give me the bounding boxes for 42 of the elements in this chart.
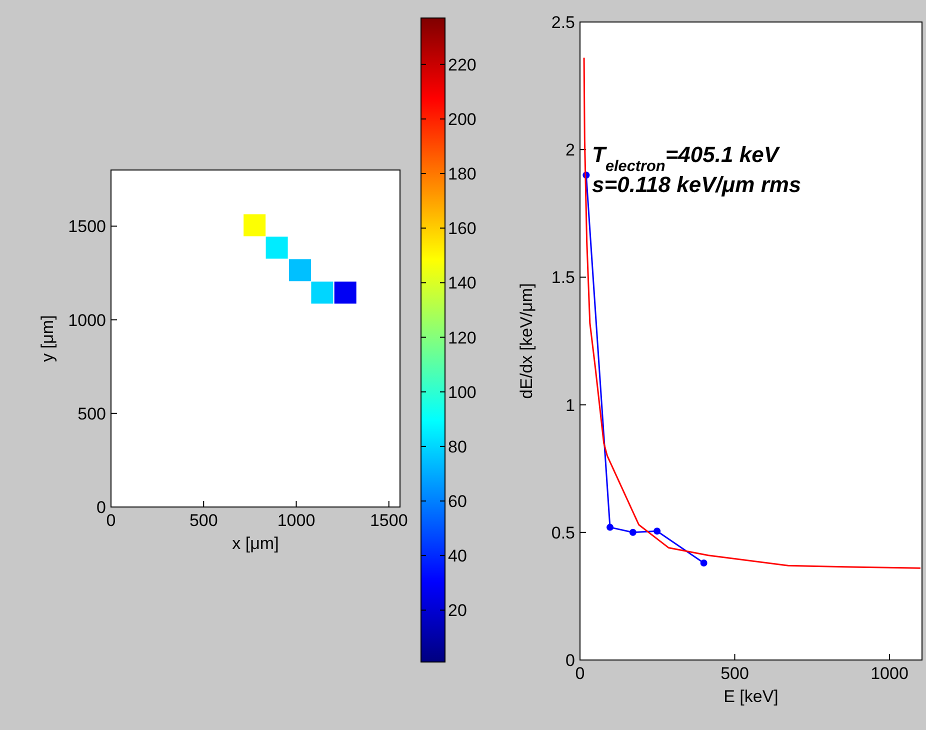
x-tick-label: 1000 [870,664,908,683]
x-tick-label: 1500 [370,511,408,530]
y-axis-title: dE/dx [keV/μm] [517,283,536,399]
x-axis-title: E [keV] [724,687,778,706]
point [244,214,266,236]
point [266,236,288,259]
line-series [583,56,922,569]
y-tick-label: 1500 [68,217,106,236]
y-tick-label: 0 [96,498,106,517]
color-bar-label: 180 [448,164,476,184]
y-axis-title: y [μm] [38,315,57,362]
y-tick-label: 0.5 [551,523,575,542]
x-axis-title: x [μm] [232,534,279,553]
y-tick-label: 2.5 [551,13,575,32]
color-bar-label: 20 [448,601,467,620]
color-bar-label: 100 [448,382,476,402]
y-tick-label: 0 [566,651,575,670]
color-bar-label: 140 [448,274,476,293]
point [334,282,356,304]
y-tick-label: 1 [566,396,575,415]
point [700,560,708,567]
color-bar-label: 160 [448,219,476,238]
color-bar-label: 220 [448,55,476,74]
annotation: T$_{electron}$=405.1 keV [592,142,781,174]
x-tick-label: 1000 [277,511,316,530]
point [311,282,334,304]
annotation: s=0.118 keV/μm rms [592,172,802,197]
x-tick-label: 500 [720,664,749,683]
x-tick-label: 500 [189,511,218,530]
y-tick-label: 1.5 [551,268,575,288]
point [654,528,661,535]
color-bar-label: 60 [448,492,467,511]
point [288,259,311,282]
color-bar-label: 200 [448,110,476,129]
color-bar-label: 80 [448,437,467,456]
y-tick-label: 500 [78,404,106,424]
point [606,524,614,531]
y-tick-label: 1000 [68,310,106,330]
color-bar-label: 120 [448,328,476,348]
color-bar-label: 40 [448,546,467,566]
y-tick-label: 2 [566,140,575,160]
point [629,528,636,536]
